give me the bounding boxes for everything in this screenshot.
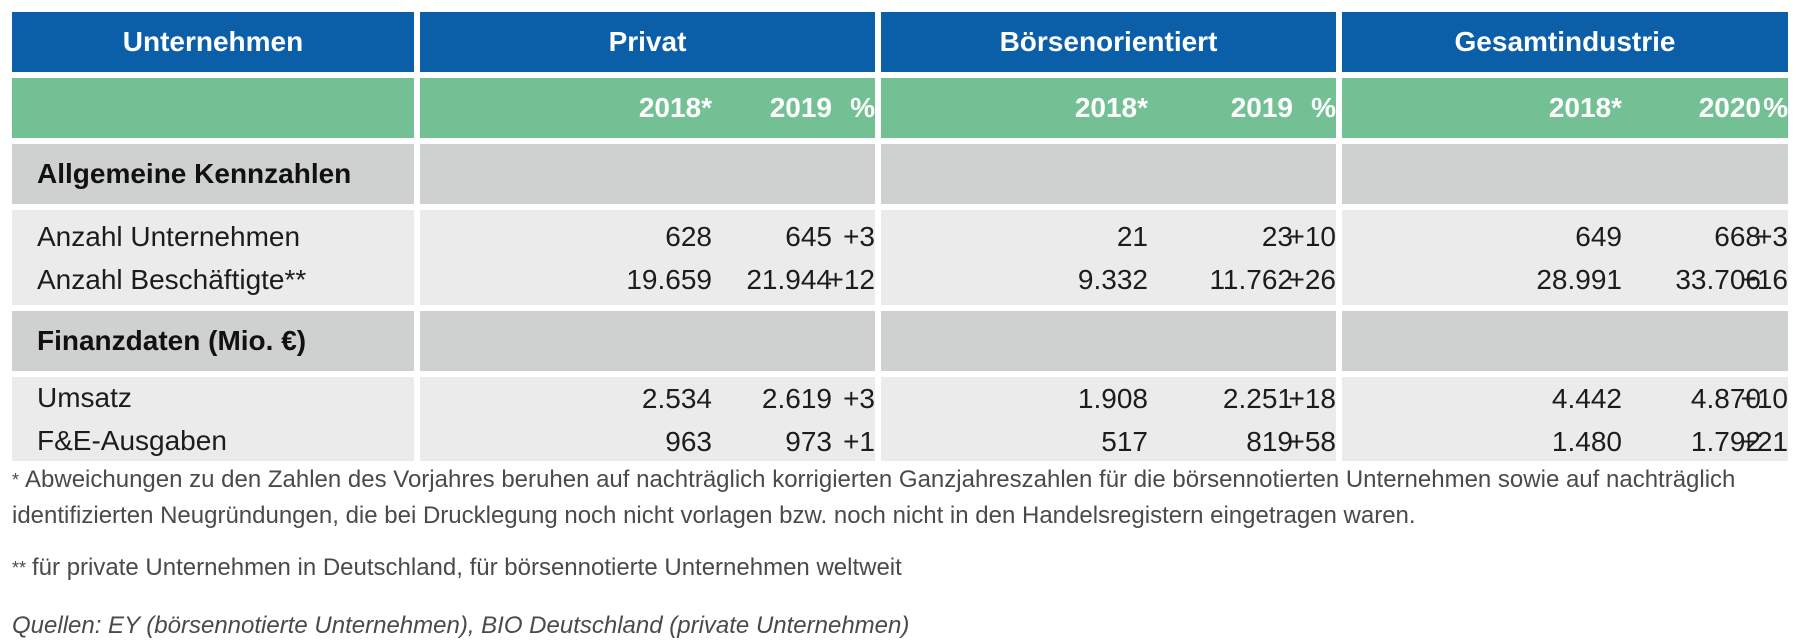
value-cell: 1.792 (1690, 426, 1761, 457)
year-privat-2018: 2018* (638, 92, 712, 123)
value-cell: 649 (1575, 220, 1622, 252)
value-cell: +3 (843, 220, 875, 252)
value-cell: 973 (785, 426, 832, 457)
value-cell: 11.762 (1209, 263, 1293, 295)
value-cell: 963 (665, 426, 712, 457)
values-privat-allgemein: 628 19.659 645 21.944 +3 +12 (420, 210, 875, 305)
value-cell: 819 (1246, 426, 1293, 457)
year-gesamt-percent: % (1763, 92, 1788, 123)
section-title-allgemeine-kennzahlen: Allgemeine Kennzahlen (12, 144, 414, 204)
row-label-anzahl-unternehmen: Anzahl Unternehmen (37, 220, 301, 252)
value-cell: 668 (1714, 220, 1761, 252)
year-header-boersen: 2018* 2019 % (881, 78, 1336, 138)
row-label-umsatz: Umsatz (37, 382, 132, 413)
value-cell: 28.991 (1536, 263, 1622, 295)
value-cell: 4.870 (1690, 383, 1761, 414)
footnote-marker: * (12, 470, 20, 490)
value-cell: 1.480 (1551, 426, 1622, 457)
year-gesamt-2020: 2020 (1698, 92, 1761, 123)
value-cell: +21 (1740, 426, 1789, 457)
row-labels-finanzdaten: Umsatz F&E-Ausgaben (12, 377, 414, 461)
header-privat: Privat (420, 12, 875, 72)
header-gesamtindustrie: Gesamtindustrie (1342, 12, 1788, 72)
value-cell: 23 (1261, 220, 1293, 252)
source-note: Quellen: EY (börsennotierte Unternehmen)… (12, 612, 910, 639)
value-cell: 2.251 (1222, 383, 1293, 414)
values-gesamt-finanzdaten: 4.442 1.480 4.870 1.792 +10 +21 (1342, 377, 1788, 461)
footnote-marker: ** (12, 558, 27, 578)
year-boersen-2019: 2019 (1230, 92, 1293, 123)
value-cell: 1.908 (1077, 383, 1148, 414)
year-row-blank (12, 78, 414, 138)
year-header-privat: 2018* 2019 % (420, 78, 875, 138)
section-blank (1342, 311, 1788, 371)
footnote-corrections: * Abweichungen zu den Zahlen des Vorjahre… (12, 462, 1788, 534)
value-cell: +3 (1756, 220, 1788, 252)
section-blank (420, 144, 875, 204)
row-label-anzahl-beschaeftigte: Anzahl Beschäftigte** (37, 263, 307, 295)
value-cell: +16 (1740, 263, 1789, 295)
section-blank (420, 311, 875, 371)
value-cell: 2.619 (761, 383, 832, 414)
value-cell: 4.442 (1551, 383, 1622, 414)
value-cell: +10 (1740, 383, 1789, 414)
value-cell: 628 (665, 220, 712, 252)
footnote-text: Abweichungen zu den Zahlen des Vorjahres… (12, 466, 1736, 529)
year-boersen-2018: 2018* (1074, 92, 1148, 123)
value-cell: 517 (1101, 426, 1148, 457)
values-privat-finanzdaten: 2.534 963 2.619 973 +3 +1 (420, 377, 875, 461)
value-cell: +26 (1288, 263, 1337, 295)
values-gesamt-allgemein: 649 28.991 668 33.706 +3 +16 (1342, 210, 1788, 305)
year-privat-2019: 2019 (769, 92, 832, 123)
biotech-kennzahlen-table: Unternehmen Privat Börsenorientiert Gesa… (12, 12, 1788, 461)
footnotes: * Abweichungen zu den Zahlen des Vorjahre… (12, 462, 1788, 644)
value-cell: 645 (785, 220, 832, 252)
year-header-gesamt: 2018* 2020 % (1342, 78, 1788, 138)
section-blank (881, 144, 1336, 204)
footnote-employees: ** für private Unternehmen in Deutschland… (12, 550, 1788, 586)
values-boersen-allgemein: 21 9.332 23 11.762 +10 +26 (881, 210, 1336, 305)
value-cell: +3 (843, 383, 875, 414)
header-boersenorientiert: Börsenorientiert (881, 12, 1336, 72)
value-cell: 33.706 (1675, 263, 1761, 295)
value-cell: 21.944 (746, 263, 832, 295)
values-boersen-finanzdaten: 1.908 517 2.251 819 +18 +58 (881, 377, 1336, 461)
value-cell: +58 (1288, 426, 1337, 457)
year-gesamt-2018: 2018* (1548, 92, 1622, 123)
year-boersen-percent: % (1311, 92, 1336, 123)
value-cell: 21 (1116, 220, 1148, 252)
row-labels-allgemein: Anzahl Unternehmen Anzahl Beschäftigte** (12, 210, 414, 305)
value-cell: 2.534 (641, 383, 712, 414)
header-company: Unternehmen (12, 12, 414, 72)
value-cell: +10 (1288, 220, 1337, 252)
value-cell: +1 (843, 426, 875, 457)
value-cell: 19.659 (626, 263, 712, 295)
section-title-finanzdaten: Finanzdaten (Mio. €) (12, 311, 414, 371)
section-blank (1342, 144, 1788, 204)
year-privat-percent: % (850, 92, 875, 123)
value-cell: +12 (827, 263, 876, 295)
footnote-text: für private Unternehmen in Deutschland, … (32, 554, 902, 581)
value-cell: 9.332 (1077, 263, 1148, 295)
row-label-fe-ausgaben: F&E-Ausgaben (37, 425, 227, 456)
section-blank (881, 311, 1336, 371)
value-cell: +18 (1288, 383, 1337, 414)
